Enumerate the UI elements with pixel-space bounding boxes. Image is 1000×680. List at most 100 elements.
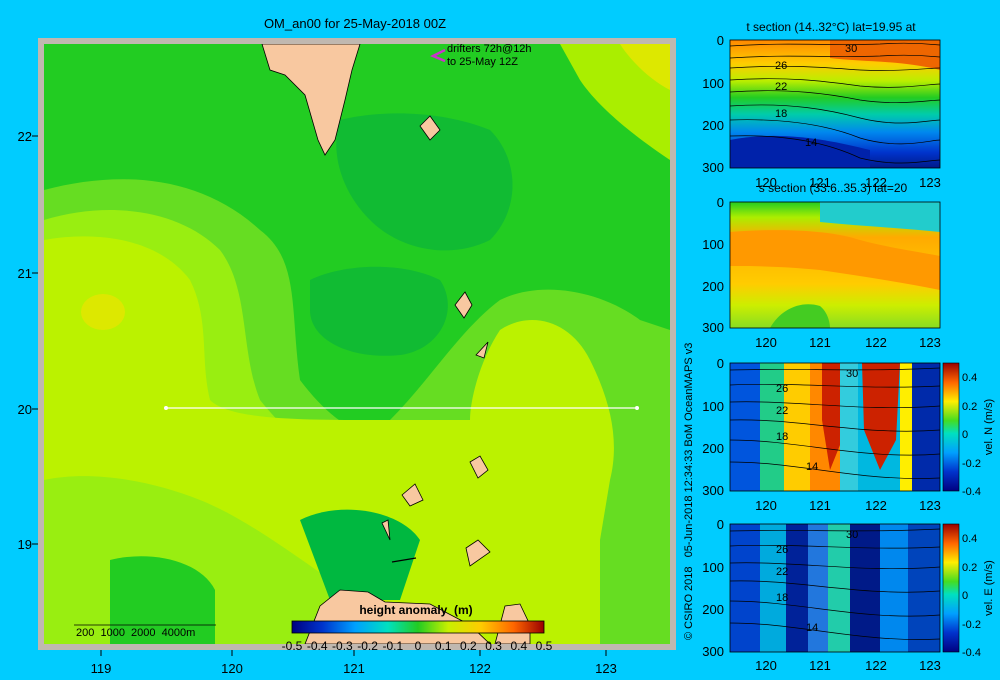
lon-tick: 120 [755, 658, 777, 673]
vel-e-colorbar-tick: 0.2 [962, 562, 977, 574]
lon-tick: 122 [865, 175, 887, 190]
colorbar-tick-labels: -0.5 -0.4 -0.3 -0.2 -0.1 0 0.1 0.2 0.3 0.4 0.5 [282, 639, 553, 653]
depth-tick: 300 [702, 320, 724, 335]
s-section-title: s section (33.6..35.3) lat=20 [759, 181, 908, 195]
height-anomaly-colorbar: height anomaly (m) -0.5 -0.4 -0.3 -0.2 -0.1 0… [282, 603, 553, 653]
vel-n-colorbar-tick: 0.4 [962, 372, 977, 384]
depth-tick: 200 [702, 279, 724, 294]
depth-tick: 0 [717, 195, 724, 210]
vel-e-section-panel: 30 26 22 18 14 0 100 200 300 120 121 122… [702, 517, 995, 673]
vel-n-contour-label: 22 [776, 405, 788, 417]
t-section-isotherm [730, 65, 940, 71]
vel-n-band [900, 363, 912, 491]
t-contour-label: 22 [775, 81, 787, 93]
s-section-lon-ticks: 120 121 122 123 [755, 335, 941, 350]
depth-tick: 200 [702, 441, 724, 456]
lon-tick: 121 [809, 498, 831, 513]
t-section-isotherm [730, 78, 940, 88]
lon-tick: 123 [919, 335, 941, 350]
vel-e-isotherm [730, 544, 940, 549]
vel-n-contour-label: 30 [846, 368, 858, 380]
colorbar-title: height anomaly (m) [359, 603, 472, 617]
vel-e-band [730, 524, 760, 652]
vel-n-contour-label: 14 [806, 461, 818, 473]
colorbar-tick: -0.1 [382, 639, 403, 653]
vel-e-isotherm [730, 580, 940, 593]
depth-tick: 0 [717, 517, 724, 532]
anomaly-contour-band [44, 236, 614, 644]
vel-e-contour-label: 30 [846, 529, 858, 541]
transect-end-dot [635, 406, 639, 410]
t-section-isotherm [730, 135, 940, 164]
vel-e-lon-ticks: 120 121 122 123 [755, 658, 941, 673]
depth-tick: 100 [702, 399, 724, 414]
vel-n-section-panel: 30 26 22 18 14 0 100 200 300 120 121 122… [702, 356, 995, 513]
lon-tick: 123 [919, 658, 941, 673]
vel-n-colorbar-tick: -0.2 [962, 458, 981, 470]
land-island [419, 115, 441, 141]
lon-tick: 121 [809, 658, 831, 673]
vel-e-colorbar-ticks: 0.4 0.2 0 -0.2 -0.4 [962, 533, 981, 659]
vel-e-isotherm [730, 562, 940, 570]
anomaly-max-spot [81, 294, 125, 330]
t-contour-label: 18 [775, 108, 787, 120]
lon-tick: 122 [865, 335, 887, 350]
s-section-frame [729, 201, 941, 329]
colorbar-tick: 0 [415, 639, 422, 653]
colorbar-tick: 0.2 [460, 639, 477, 653]
lon-tick: 120 [755, 335, 777, 350]
colorbar-tick: -0.3 [332, 639, 353, 653]
vel-n-colorbar [942, 362, 960, 492]
vel-n-colorbar-ticks: 0.4 0.2 0 -0.2 -0.4 [962, 372, 981, 498]
map-lon-tick-labels: 119 120 121 122 123 [91, 661, 617, 676]
land-island [465, 539, 491, 567]
s-section-salty-core [730, 230, 940, 290]
anomaly-contour-band [560, 44, 670, 160]
vel-e-contour-label: 26 [776, 544, 788, 556]
t-contour-label: 30 [845, 43, 857, 55]
t-section-isotherm [730, 42, 940, 47]
vel-n-isotherm [730, 367, 940, 371]
lon-tick: 122 [865, 498, 887, 513]
land-north-taiwan [261, 44, 361, 156]
vel-e-depth-ticks: 0 100 200 300 [702, 517, 724, 659]
anomaly-contour-band [620, 44, 670, 90]
colorbar-tick: 0.3 [485, 639, 502, 653]
vel-e-band [808, 524, 828, 652]
depth-tick: 100 [702, 560, 724, 575]
map-lon-tick: 120 [221, 661, 243, 676]
bathymetry-legend: 200 1000 2000 4000m [76, 627, 195, 639]
t-section-panel: t section (14..32°C) lat=19.95 at 30 26 … [702, 20, 941, 190]
vel-n-isotherm [730, 383, 940, 388]
lon-tick: 121 [809, 175, 831, 190]
vel-n-isotherm [730, 439, 940, 456]
vel-n-colorbar-tick: -0.4 [962, 486, 981, 498]
s-section-panel: s section (33.6..35.3) lat=20 0 100 200 … [702, 181, 941, 350]
lon-tick: 123 [919, 498, 941, 513]
land-island [475, 341, 489, 359]
colorbar-tick: -0.2 [357, 639, 378, 653]
land-island [454, 291, 473, 319]
vel-n-band [840, 363, 858, 491]
vel-e-colorbar-tick: 0.4 [962, 533, 977, 545]
depth-tick: 0 [717, 33, 724, 48]
s-section-deep-green [770, 304, 830, 328]
vel-e-colorbar-label: vel. E (m/s) [983, 560, 995, 616]
vel-n-contour-label: 18 [776, 431, 788, 443]
map-lon-tick: 121 [343, 661, 365, 676]
lon-tick: 123 [919, 175, 941, 190]
drifter-label-line1: drifters 72h@12h [447, 43, 532, 55]
lon-tick: 121 [809, 335, 831, 350]
vel-n-isotherm [730, 401, 940, 409]
map-lat-tick: 19 [18, 537, 32, 552]
vel-n-isotherm [730, 419, 940, 432]
vel-n-colorbar-label: vel. N (m/s) [983, 399, 995, 455]
vel-n-lon-ticks: 120 121 122 123 [755, 498, 941, 513]
s-section-fresh-surface [820, 202, 940, 232]
depth-tick: 300 [702, 644, 724, 659]
vel-n-isotherm [730, 461, 940, 479]
t-section-isotherm [730, 119, 940, 145]
vel-e-colorbar [942, 523, 960, 653]
map-lon-tick: 123 [595, 661, 617, 676]
colorbar-ramp [291, 620, 545, 634]
